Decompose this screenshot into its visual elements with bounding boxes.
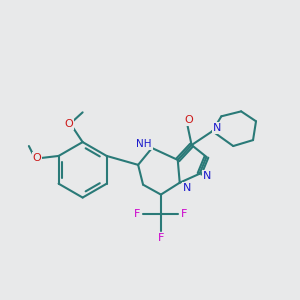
Text: F: F <box>134 209 140 219</box>
Text: O: O <box>184 115 193 125</box>
Text: N: N <box>213 123 222 133</box>
Text: N: N <box>182 183 191 193</box>
Text: F: F <box>181 209 187 219</box>
Text: O: O <box>32 153 41 163</box>
Text: O: O <box>64 119 73 129</box>
Text: NH: NH <box>136 139 152 149</box>
Text: F: F <box>158 233 164 243</box>
Text: N: N <box>203 171 212 181</box>
